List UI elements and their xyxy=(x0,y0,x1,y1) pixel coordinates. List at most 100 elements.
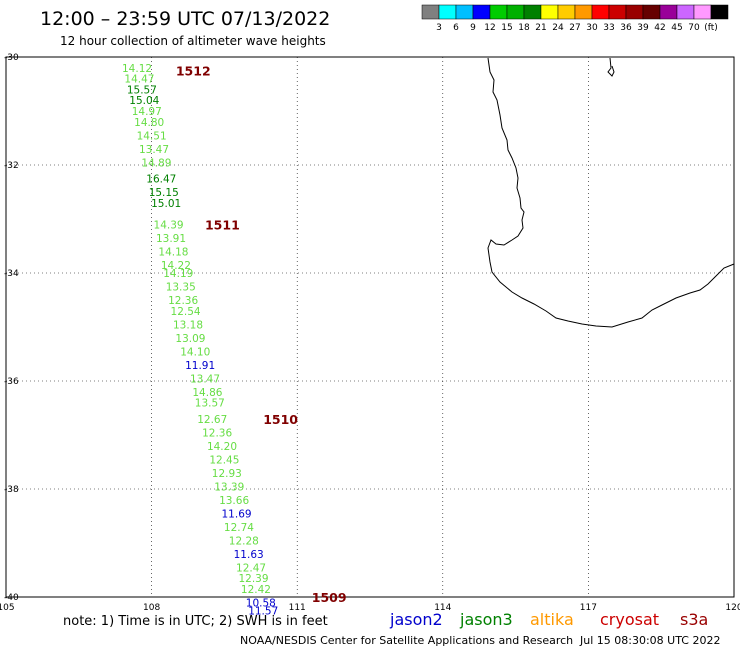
swh-observation: 14.12 xyxy=(122,63,152,75)
legend-swatch xyxy=(693,4,712,20)
lon-tick-label: 111 xyxy=(289,603,306,613)
satellite-altika: altika xyxy=(530,610,574,629)
swh-observation: 13.47 xyxy=(139,144,169,156)
legend-label: 6 xyxy=(453,23,459,33)
legend-label: 24 xyxy=(552,23,564,33)
legend-swatch xyxy=(489,4,508,20)
legend-label: 18 xyxy=(518,23,530,33)
legend-label: 33 xyxy=(603,23,614,33)
swh-observation: 14.80 xyxy=(134,117,164,129)
legend-swatch xyxy=(574,4,593,20)
swh-observation: 12.39 xyxy=(238,573,268,585)
swh-observation: 15.01 xyxy=(151,198,181,210)
map-title: 12:00 – 23:59 UTC 07/13/2022 xyxy=(40,8,330,30)
swh-observation: 11.69 xyxy=(222,508,252,520)
pass-number-label: 1510 xyxy=(263,412,298,427)
swh-observation: 14.10 xyxy=(180,346,210,358)
legend-swatch xyxy=(710,4,729,20)
legend-swatch xyxy=(557,4,576,20)
lat-tick-label: -36 xyxy=(4,377,19,387)
legend-swatch xyxy=(591,4,610,20)
swh-observation: 12.93 xyxy=(212,468,242,480)
footer-note: note: 1) Time is in UTC; 2) SWH is in fe… xyxy=(63,614,328,629)
legend-label: 39 xyxy=(637,23,649,33)
legend-label: 9 xyxy=(470,23,476,33)
satellite-s3a: s3a xyxy=(680,610,708,629)
pass-number-label: 1512 xyxy=(176,64,211,79)
lon-tick-label: 108 xyxy=(143,603,160,613)
legend-swatch xyxy=(676,4,695,20)
swh-observation: 12.28 xyxy=(229,535,259,547)
legend-label: 27 xyxy=(569,23,580,33)
swh-observation: 14.39 xyxy=(154,219,184,231)
legend-swatch xyxy=(421,4,440,20)
swh-observation: 12.42 xyxy=(241,584,271,596)
map-subtitle: 12 hour collection of altimeter wave hei… xyxy=(60,34,326,48)
legend-swatch xyxy=(659,4,678,20)
swh-observation: 15.15 xyxy=(149,187,179,199)
swh-observation: 12.36 xyxy=(168,295,198,307)
legend-swatch xyxy=(523,4,542,20)
legend-label: (ft) xyxy=(704,23,718,33)
legend-label: 15 xyxy=(501,23,512,33)
satellite-jason3: jason3 xyxy=(459,610,513,629)
legend-swatch xyxy=(506,4,525,20)
satellite-pass-labels: 1512 1511 1510 1509 xyxy=(176,64,347,606)
swh-observation: 12.47 xyxy=(236,562,266,574)
legend-label: 3 xyxy=(436,23,442,33)
swh-observation: 13.39 xyxy=(214,481,244,493)
lon-tick-label: 120 xyxy=(725,603,740,613)
footer-timestamp: Jul 15 08:30:08 UTC 2022 xyxy=(579,634,720,647)
lat-tick-label: -40 xyxy=(4,593,19,603)
coastline-western-australia xyxy=(487,57,735,328)
lat-tick-label: -34 xyxy=(4,269,19,279)
satellite-cryosat: cryosat xyxy=(600,610,659,629)
lon-tick-label: 117 xyxy=(580,603,597,613)
legend-label: 70 xyxy=(688,23,700,33)
swh-observation: 13.66 xyxy=(219,495,249,507)
swh-observation: 14.97 xyxy=(132,106,162,118)
legend-swatch xyxy=(540,4,559,20)
satellite-jason2: jason2 xyxy=(389,610,443,629)
legend-swatch xyxy=(608,4,627,20)
swh-observation: 13.18 xyxy=(173,319,203,331)
swh-observation: 11.91 xyxy=(185,360,215,372)
swh-observation: 12.67 xyxy=(197,414,227,426)
footer-credit: NOAA/NESDIS Center for Satellite Applica… xyxy=(240,634,573,647)
legend-label: 30 xyxy=(586,23,598,33)
swh-observation: 13.47 xyxy=(190,373,220,385)
legend-label: 21 xyxy=(535,23,546,33)
swh-observation: 14.18 xyxy=(158,246,188,258)
lat-tick-label: -32 xyxy=(4,161,19,171)
lat-tick-label: -38 xyxy=(4,485,19,495)
swh-observation: 15.57 xyxy=(127,84,157,96)
map-frame xyxy=(5,56,735,598)
swh-observation: 14.22 xyxy=(161,260,191,272)
swh-observation: 14.19 xyxy=(163,268,193,280)
swh-observation: 11.63 xyxy=(234,549,264,561)
wave-height-color-legend: 3 6 9 12 15 18 21 24 27 30 33 36 39 42 45 70 (ft) xyxy=(421,4,729,33)
swh-observation: 11.57 xyxy=(248,606,278,618)
swh-observation: 16.47 xyxy=(146,174,176,186)
swh-observation: 14.89 xyxy=(141,157,171,169)
legend-swatch xyxy=(472,4,491,20)
legend-label: 12 xyxy=(484,23,495,33)
pass-number-label: 1511 xyxy=(205,217,240,232)
swh-observation: 12.54 xyxy=(171,306,201,318)
swh-observation: 13.35 xyxy=(166,282,196,294)
legend-swatch xyxy=(455,4,474,20)
lon-tick-label: 105 xyxy=(0,603,15,613)
satellite-legend: jason2 jason3 altika cryosat s3a xyxy=(389,610,708,629)
swh-observation: 14.86 xyxy=(192,387,222,399)
swh-observation: 14.51 xyxy=(137,130,167,142)
swh-observation: 12.36 xyxy=(202,427,232,439)
lon-tick-label: 114 xyxy=(434,603,451,613)
legend-swatch xyxy=(642,4,661,20)
swh-observation: 13.09 xyxy=(175,333,205,345)
pass-number-label: 1509 xyxy=(312,590,347,605)
legend-swatch xyxy=(625,4,644,20)
swh-observation: 14.20 xyxy=(207,441,237,453)
swh-observation: 14.47 xyxy=(124,74,154,86)
